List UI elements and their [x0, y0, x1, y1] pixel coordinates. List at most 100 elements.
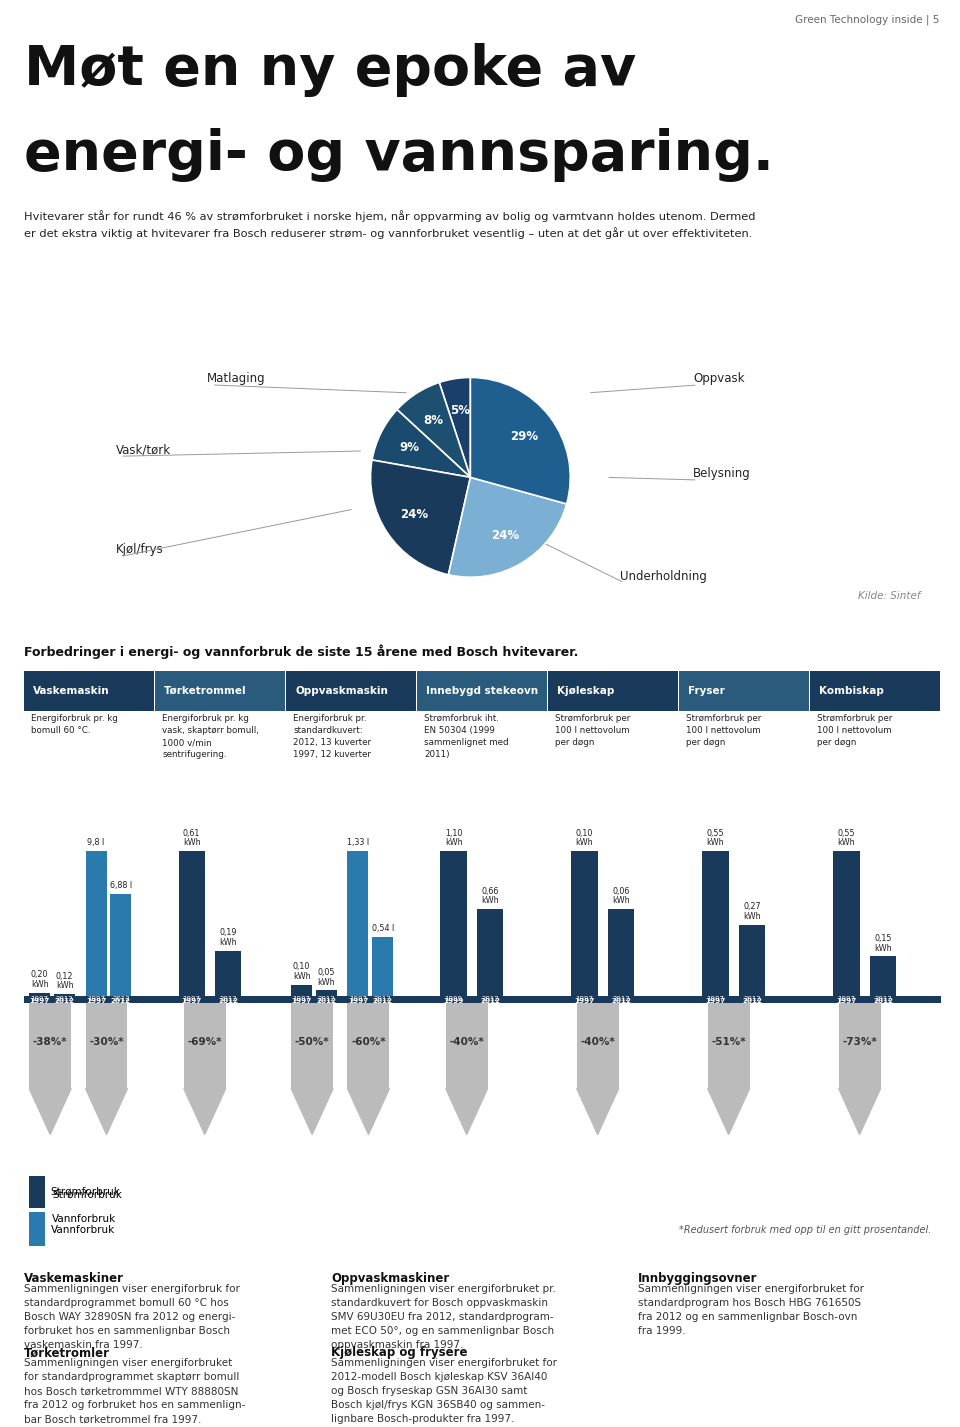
Text: 0,19
kWh: 0,19 kWh — [220, 929, 237, 948]
Text: 0,55
kWh: 0,55 kWh — [838, 829, 855, 848]
Text: 0,06
kWh: 0,06 kWh — [612, 886, 630, 905]
Text: Kilde: Sintef: Kilde: Sintef — [858, 591, 921, 601]
Text: 1997: 1997 — [30, 997, 50, 1003]
Text: energi- og vannsparing.: energi- og vannsparing. — [24, 128, 774, 183]
Text: 1997: 1997 — [182, 996, 201, 1003]
Text: Oppvask: Oppvask — [693, 372, 745, 385]
Wedge shape — [397, 382, 470, 477]
Bar — [477, 909, 503, 996]
Text: 2012: 2012 — [374, 996, 392, 1003]
Text: 1997: 1997 — [87, 996, 105, 1003]
Text: 2012: 2012 — [742, 997, 762, 1003]
Bar — [577, 1003, 618, 1089]
Bar — [29, 1176, 45, 1209]
Bar — [54, 995, 75, 996]
Text: 1997: 1997 — [348, 997, 368, 1003]
Bar — [870, 956, 897, 996]
Polygon shape — [29, 1089, 71, 1134]
Text: 2012: 2012 — [111, 997, 131, 1003]
Text: 0,27
kWh: 0,27 kWh — [743, 902, 761, 920]
Bar — [316, 990, 337, 996]
Text: Forbedringer i energi- og vannforbruk de siste 15 årene med Bosch hvitevarer.: Forbedringer i energi- og vannforbruk de… — [24, 645, 578, 659]
Text: 5%: 5% — [449, 404, 469, 417]
Text: 2012: 2012 — [55, 997, 75, 1003]
Text: 1997: 1997 — [181, 997, 202, 1003]
Text: Strømforbruk iht.
EN 50304 (1999
sammenlignet med
2011): Strømforbruk iht. EN 50304 (1999 sammenl… — [424, 714, 509, 759]
Text: Oppvaskmaskiner: Oppvaskmaskiner — [331, 1271, 449, 1284]
Text: 1997: 1997 — [836, 997, 856, 1003]
Bar — [110, 895, 132, 996]
Bar — [417, 671, 547, 711]
Text: 0,54 l: 0,54 l — [372, 925, 394, 933]
Text: -40%*: -40%* — [580, 1036, 615, 1046]
Text: Matlaging: Matlaging — [207, 372, 266, 385]
Bar — [85, 1003, 128, 1089]
Text: 1,10
kWh: 1,10 kWh — [444, 829, 463, 848]
Wedge shape — [371, 459, 470, 575]
Text: 1997: 1997 — [706, 997, 726, 1003]
Text: Sammenligningen viser energiforbruket for
2012-modell Bosch kjøleskap KSV 36AI40: Sammenligningen viser energiforbruket fo… — [331, 1359, 557, 1424]
Bar — [29, 1183, 45, 1206]
Text: Vaskemaskiner: Vaskemaskiner — [24, 1271, 124, 1284]
Text: 1997: 1997 — [292, 997, 312, 1003]
Wedge shape — [372, 410, 470, 477]
Text: 2012: 2012 — [218, 997, 238, 1003]
Text: Innebygd stekeovn: Innebygd stekeovn — [426, 685, 539, 696]
Text: 2012: 2012 — [112, 996, 130, 1003]
Text: 2012: 2012 — [56, 996, 74, 1003]
Text: 0,10
kWh: 0,10 kWh — [576, 829, 593, 848]
Text: Innbyggingsovner: Innbyggingsovner — [638, 1271, 757, 1284]
Bar — [29, 993, 50, 996]
Text: 0,66
kWh: 0,66 kWh — [482, 886, 499, 905]
Text: 1999: 1999 — [444, 996, 463, 1003]
Text: 9,8 l: 9,8 l — [87, 838, 105, 848]
Text: 2012: 2012 — [481, 996, 499, 1003]
Polygon shape — [708, 1089, 750, 1134]
Bar — [286, 671, 416, 711]
Text: 2012: 2012 — [612, 997, 632, 1003]
Text: Underholdning: Underholdning — [620, 569, 707, 582]
Bar — [85, 850, 107, 996]
Text: *Redusert forbruk med opp til en gitt prosentandel.: *Redusert forbruk med opp til en gitt pr… — [680, 1224, 931, 1234]
Text: 0,05
kWh: 0,05 kWh — [318, 968, 335, 986]
Text: 0,12
kWh: 0,12 kWh — [56, 972, 73, 990]
Text: 0,55
kWh: 0,55 kWh — [707, 829, 725, 848]
Text: Tørketrommel: Tørketrommel — [164, 685, 247, 696]
Text: 1997: 1997 — [837, 996, 855, 1003]
Bar — [445, 1003, 488, 1089]
Text: Kombiskap: Kombiskap — [819, 685, 884, 696]
Text: Hvitevarer står for rundt 46 % av strømforbruket i norske hjem, når oppvarming a: Hvitevarer står for rundt 46 % av strømf… — [24, 210, 756, 240]
Bar — [372, 938, 394, 996]
Text: Strømforbruk per
100 l nettovolum
per døgn: Strømforbruk per 100 l nettovolum per dø… — [817, 714, 893, 748]
Text: Belysning: Belysning — [693, 467, 751, 479]
Text: 0,20
kWh: 0,20 kWh — [31, 970, 49, 989]
Text: 1997: 1997 — [293, 996, 311, 1003]
Polygon shape — [85, 1089, 128, 1134]
Text: 8%: 8% — [423, 414, 444, 427]
Text: Strømforbruk per
100 l nettovolum
per døgn: Strømforbruk per 100 l nettovolum per dø… — [555, 714, 631, 748]
Bar — [291, 1003, 333, 1089]
Text: 2012: 2012 — [317, 997, 337, 1003]
Text: Møt en ny epoke av: Møt en ny epoke av — [24, 43, 636, 97]
Text: Vannforbruk: Vannforbruk — [51, 1224, 115, 1234]
Text: -38%*: -38%* — [33, 1036, 67, 1046]
Bar — [215, 950, 241, 996]
Text: 1997: 1997 — [576, 996, 593, 1003]
Bar — [708, 1003, 750, 1089]
Text: 1997: 1997 — [349, 996, 367, 1003]
Bar — [548, 671, 678, 711]
Polygon shape — [445, 1089, 488, 1134]
Bar — [608, 909, 635, 996]
Bar — [24, 996, 941, 1003]
Bar — [348, 1003, 390, 1089]
Text: Fordeling av strømforbruket i husholdningene, ekskl. oppvarming: Fordeling av strømforbruket i husholdnin… — [32, 324, 444, 334]
Text: 2012: 2012 — [743, 996, 761, 1003]
Polygon shape — [577, 1089, 618, 1134]
Text: 1999: 1999 — [444, 997, 464, 1003]
Text: Sammenligningen viser energiforbruket pr.
standardkuvert for Bosch oppvaskmaskin: Sammenligningen viser energiforbruket pr… — [331, 1283, 556, 1350]
Text: Kjøl/frys: Kjøl/frys — [116, 544, 163, 557]
Bar — [833, 850, 859, 996]
Text: 2012: 2012 — [220, 996, 237, 1003]
Text: 2012: 2012 — [318, 996, 335, 1003]
Polygon shape — [348, 1089, 390, 1134]
